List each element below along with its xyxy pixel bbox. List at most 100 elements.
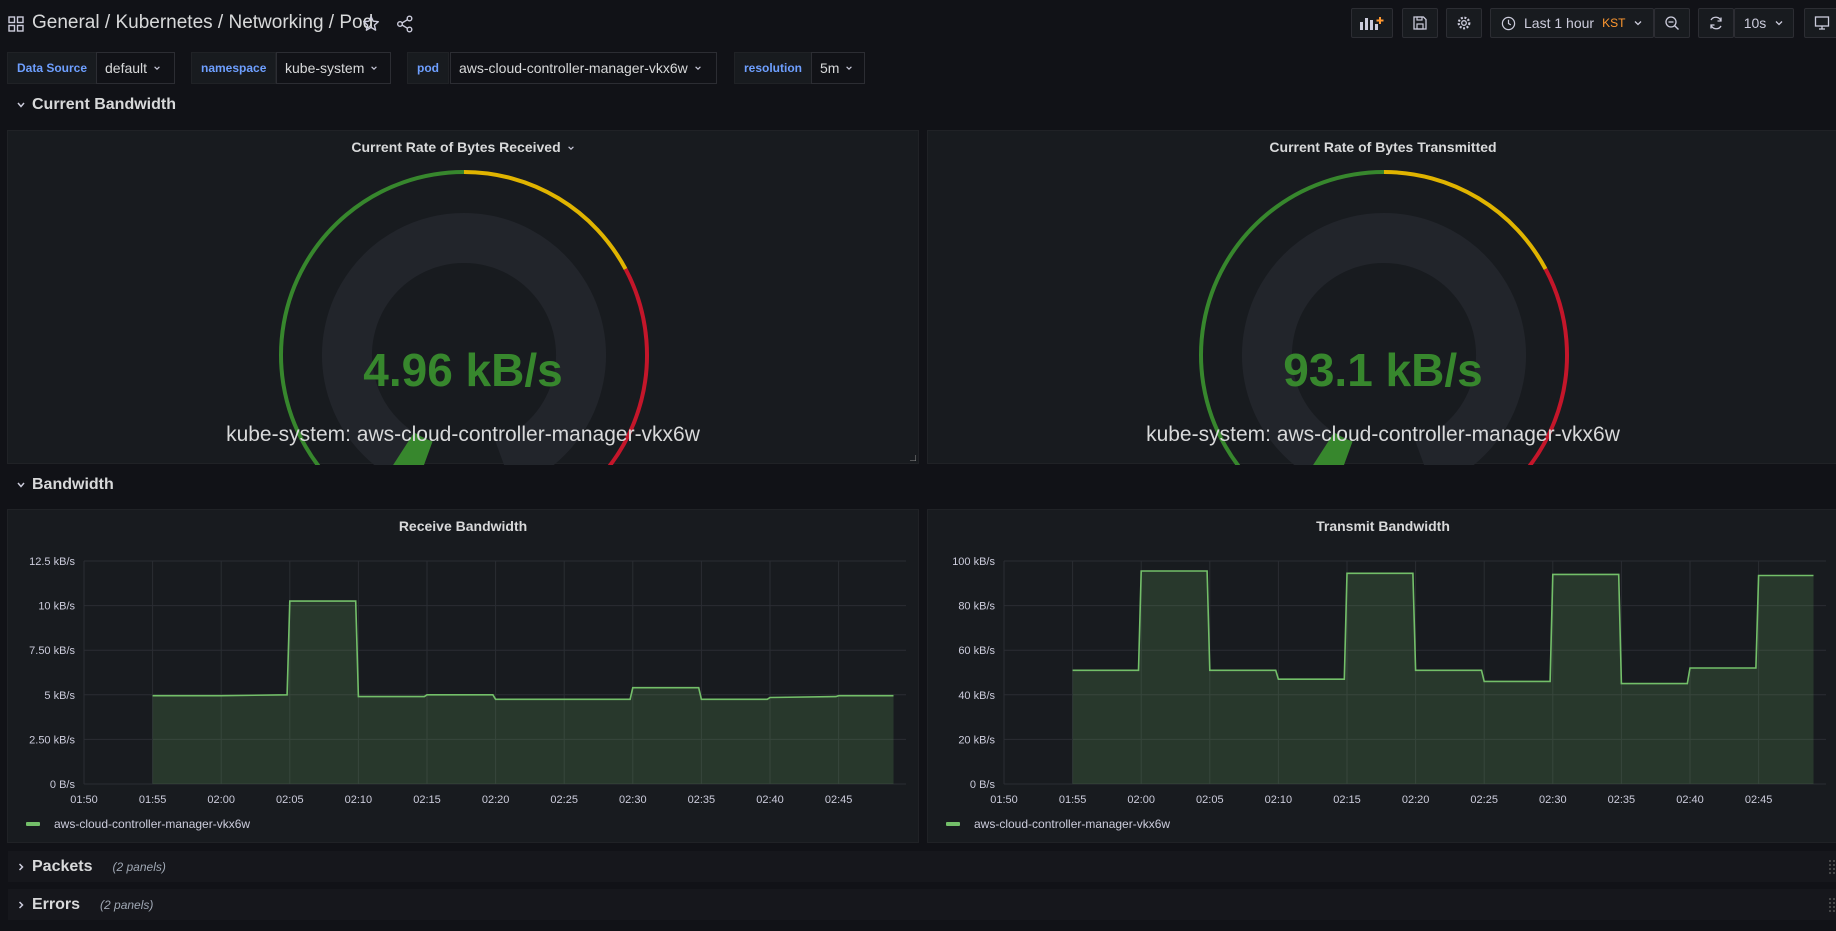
y-tick-label: 40 kB/s bbox=[958, 690, 995, 702]
chevron-down-icon bbox=[371, 66, 378, 70]
gauge-threshold-band bbox=[1199, 170, 1385, 465]
x-tick-label: 01:55 bbox=[139, 794, 167, 806]
x-tick-label: 01:55 bbox=[1059, 794, 1087, 806]
row-title: Current Bandwidth bbox=[32, 96, 176, 113]
x-tick-label: 02:30 bbox=[619, 794, 647, 806]
legend-swatch bbox=[26, 822, 40, 826]
series-area bbox=[1072, 571, 1814, 784]
variable-value: default bbox=[105, 60, 148, 76]
panel-title[interactable]: Current Rate of Bytes Received bbox=[8, 139, 918, 155]
chevron-down-icon bbox=[1634, 21, 1642, 26]
dashboard-title[interactable]: Kubernetes / Networking / Pod bbox=[115, 12, 374, 33]
time-range-label: Last 1 hour bbox=[1524, 15, 1595, 31]
x-tick-label: 02:25 bbox=[1470, 794, 1498, 806]
y-tick-label: 0 B/s bbox=[50, 779, 76, 791]
y-tick-label: 12.5 kB/s bbox=[29, 556, 75, 568]
gauge-panel-received[interactable]: Current Rate of Bytes Received 4.96 kB/s… bbox=[7, 130, 919, 465]
variable-select-resolution[interactable]: 5m bbox=[811, 52, 865, 84]
dashboard-settings-button[interactable] bbox=[1446, 8, 1482, 38]
variable-select-namespace[interactable]: kube-system bbox=[276, 52, 391, 84]
series-area bbox=[152, 601, 894, 784]
gauge-threshold-band bbox=[279, 170, 465, 465]
refresh-interval-picker[interactable]: 10s bbox=[1734, 8, 1794, 38]
x-tick-label: 01:50 bbox=[70, 794, 98, 806]
x-tick-label: 02:15 bbox=[1333, 794, 1361, 806]
gauge-panel-transmitted[interactable]: Current Rate of Bytes Transmitted 93.1 k… bbox=[927, 130, 1836, 465]
y-tick-label: 2.50 kB/s bbox=[29, 734, 75, 746]
series-line bbox=[1072, 570, 1814, 685]
x-tick-label: 02:10 bbox=[345, 794, 373, 806]
star-icon[interactable] bbox=[361, 14, 381, 34]
refresh-button[interactable] bbox=[1698, 8, 1734, 38]
save-dashboard-button[interactable] bbox=[1402, 8, 1438, 38]
chevron-down-icon bbox=[846, 66, 853, 70]
variable-select-pod[interactable]: aws-cloud-controller-manager-vkx6w bbox=[450, 52, 717, 84]
save-icon bbox=[1413, 16, 1427, 30]
series-line bbox=[152, 600, 894, 701]
zoom-out-button[interactable] bbox=[1654, 8, 1690, 38]
x-tick-label: 02:20 bbox=[482, 794, 510, 806]
legend-item[interactable]: aws-cloud-controller-manager-vkx6w bbox=[54, 817, 251, 831]
gauge-threshold-band bbox=[1527, 268, 1569, 465]
add-panel-button[interactable] bbox=[1351, 8, 1393, 38]
variable-label-resolution: resolution bbox=[734, 52, 813, 84]
timezone-badge: KST bbox=[1602, 16, 1626, 30]
x-tick-label: 02:20 bbox=[1402, 794, 1430, 806]
x-tick-label: 02:05 bbox=[276, 794, 304, 806]
x-tick-label: 02:10 bbox=[1265, 794, 1293, 806]
row-errors[interactable]: Errors (2 panels) bbox=[8, 889, 1836, 920]
monitor-icon bbox=[1814, 16, 1830, 30]
x-tick-label: 02:35 bbox=[688, 794, 716, 806]
top-navbar: General / Kubernetes / Networking / Pod bbox=[0, 0, 1836, 48]
apps-grid-icon[interactable] bbox=[8, 16, 24, 32]
legend-swatch bbox=[946, 822, 960, 826]
gauge-value: 4.96 kB/s bbox=[363, 344, 563, 396]
share-icon[interactable] bbox=[395, 14, 415, 34]
chart-panel-transmit[interactable]: Transmit Bandwidth 0 B/s 20 kB/s 40 kB/s 60… bbox=[927, 509, 1836, 843]
breadcrumb-folder[interactable]: General bbox=[32, 12, 100, 33]
gauge-value-arc bbox=[393, 431, 434, 465]
panel-title[interactable]: Transmit Bandwidth bbox=[1316, 518, 1450, 534]
variable-select-datasource[interactable]: default bbox=[96, 52, 175, 84]
clock-icon bbox=[1501, 16, 1516, 30]
x-tick-label: 02:40 bbox=[1676, 794, 1704, 806]
x-tick-label: 02:15 bbox=[413, 794, 441, 806]
variable-label-datasource: Data Source bbox=[7, 52, 98, 84]
legend-item[interactable]: aws-cloud-controller-manager-vkx6w bbox=[974, 817, 1171, 831]
row-bandwidth[interactable]: Bandwidth bbox=[16, 476, 114, 494]
variables-bar: Data Source default namespace kube-syste… bbox=[0, 52, 1836, 84]
chevron-right-icon bbox=[18, 862, 24, 871]
x-tick-label: 02:00 bbox=[1127, 794, 1155, 806]
variable-label-pod: pod bbox=[407, 52, 449, 84]
gauge-track bbox=[1242, 213, 1526, 465]
gauge-track bbox=[322, 213, 606, 465]
legend: aws-cloud-controller-manager-vkx6w bbox=[26, 817, 250, 831]
panel-title[interactable]: Receive Bandwidth bbox=[398, 518, 528, 534]
drag-handle-icon[interactable] bbox=[1828, 897, 1836, 913]
breadcrumb-separator: / bbox=[104, 12, 111, 33]
x-tick-label: 02:05 bbox=[1196, 794, 1224, 806]
x-tick-label: 02:35 bbox=[1608, 794, 1636, 806]
panel-title[interactable]: Current Rate of Bytes Transmitted bbox=[928, 139, 1836, 155]
y-tick-label: 60 kB/s bbox=[958, 645, 995, 657]
legend: aws-cloud-controller-manager-vkx6w bbox=[946, 817, 1170, 831]
time-range-picker[interactable]: Last 1 hour KST bbox=[1490, 8, 1654, 38]
row-packets[interactable]: Packets (2 panels) bbox=[8, 851, 1836, 882]
row-title: Bandwidth bbox=[32, 476, 114, 493]
chevron-right-icon bbox=[18, 900, 24, 909]
y-tick-label: 10 kB/s bbox=[38, 601, 75, 613]
variable-value: kube-system bbox=[285, 60, 365, 76]
panel-title-text: Current Rate of Bytes Received bbox=[351, 139, 561, 155]
gauge-threshold-band bbox=[463, 170, 628, 271]
x-tick-label: 02:00 bbox=[207, 794, 235, 806]
add-panel-icon bbox=[1360, 17, 1384, 30]
row-title: Packets bbox=[32, 857, 93, 875]
gauge-series-label: kube-system: aws-cloud-controller-manage… bbox=[226, 423, 700, 446]
resize-handle-icon[interactable] bbox=[910, 455, 916, 461]
x-tick-label: 02:40 bbox=[756, 794, 784, 806]
row-current-bandwidth[interactable]: Current Bandwidth bbox=[16, 96, 176, 114]
chart-panel-receive[interactable]: Receive Bandwidth 0 B/s 2.50 kB/s 5 kB/s 7.… bbox=[7, 509, 919, 843]
drag-handle-icon[interactable] bbox=[1828, 859, 1836, 875]
tv-mode-button[interactable] bbox=[1804, 8, 1836, 38]
gauge-chart bbox=[1199, 170, 1569, 465]
